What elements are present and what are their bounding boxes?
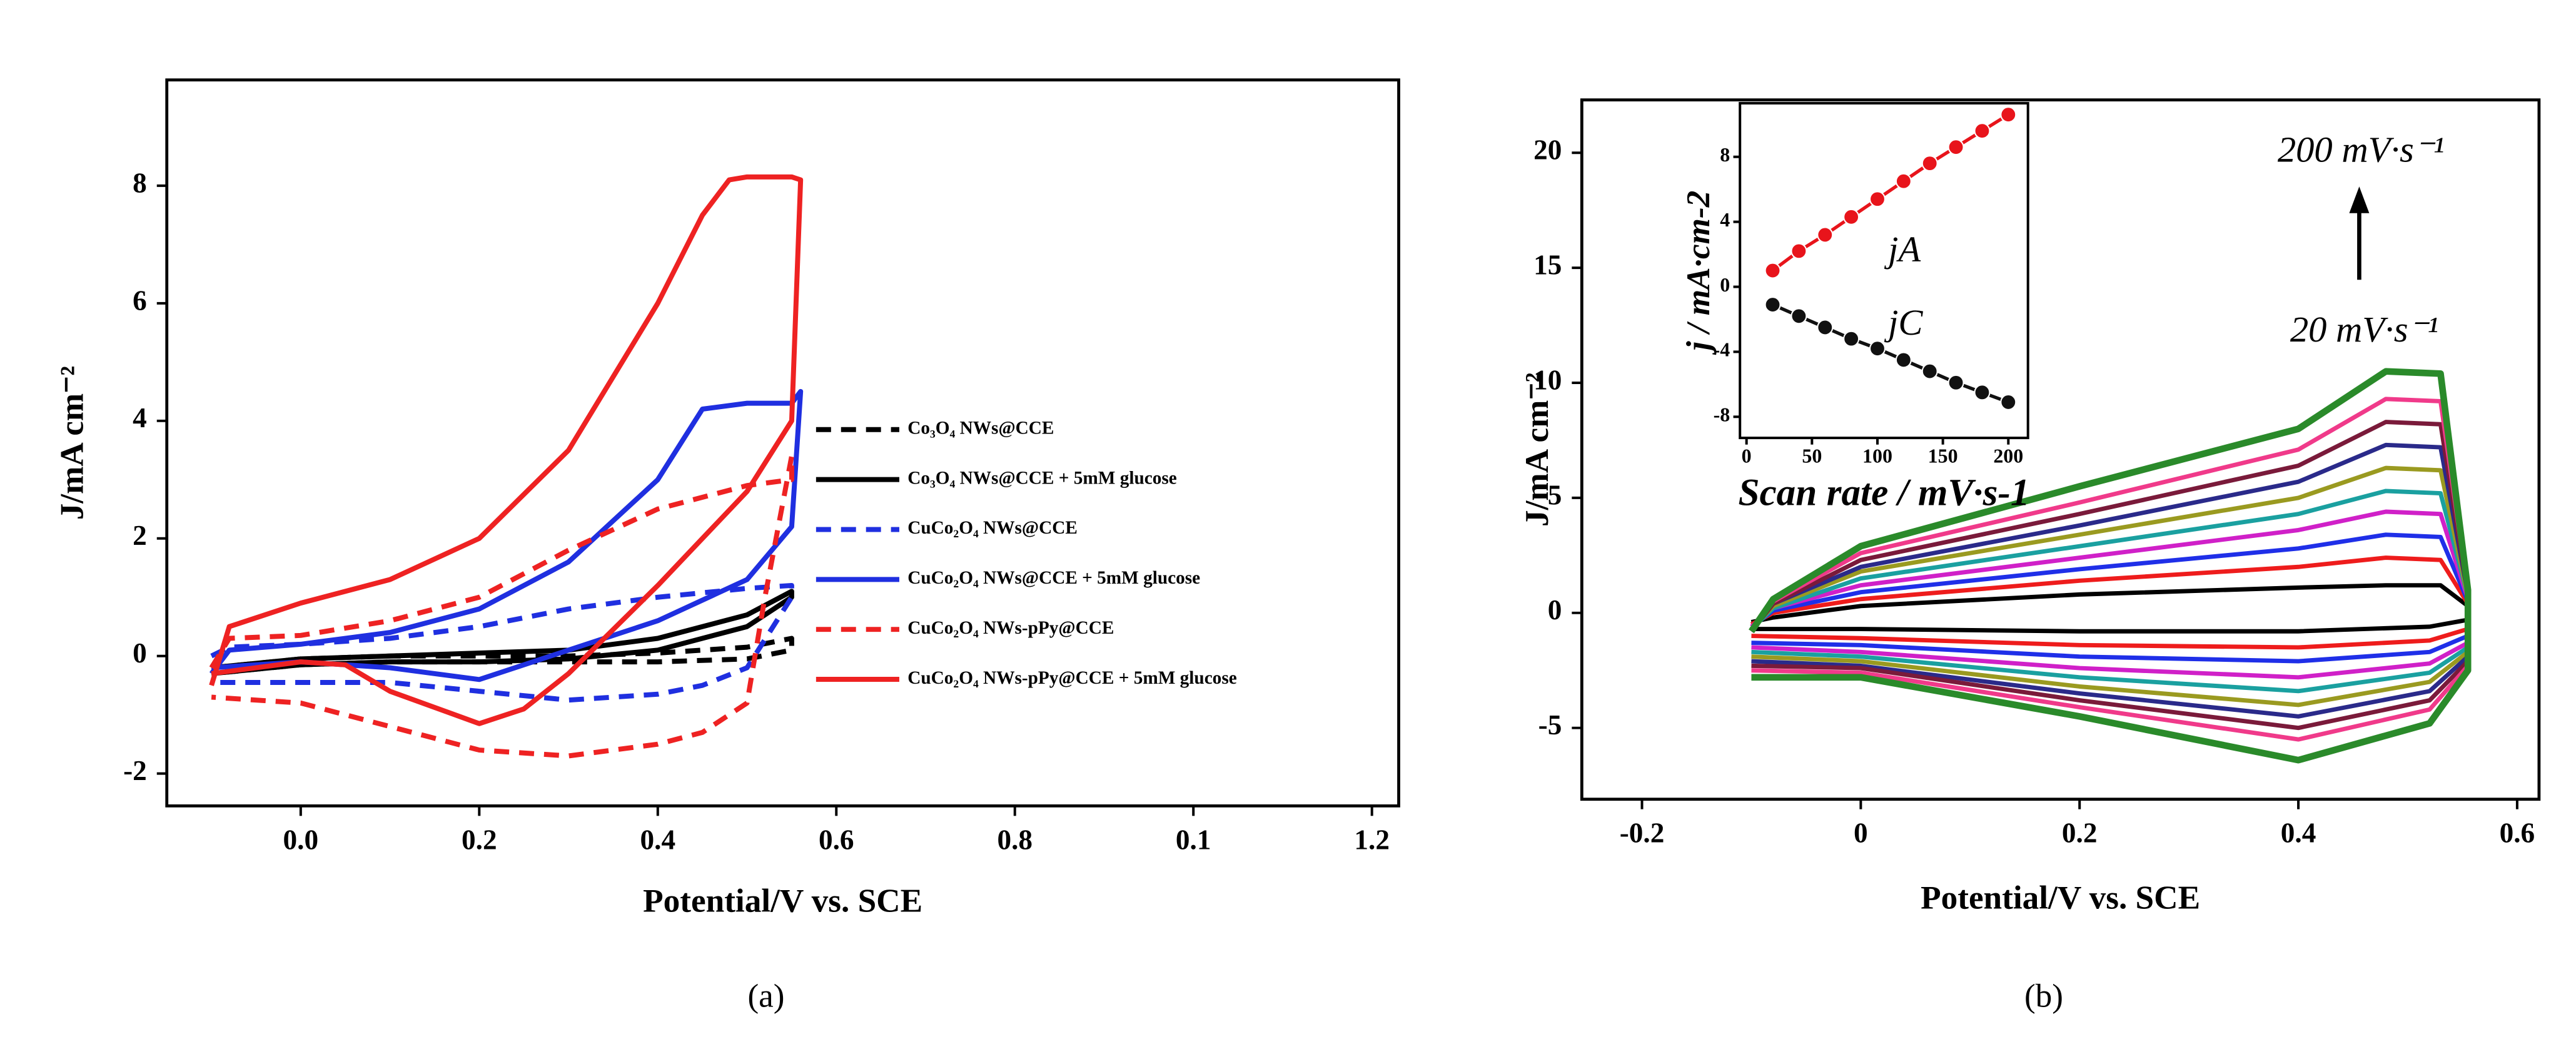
series-line xyxy=(1750,509,2470,680)
series-line xyxy=(1749,465,2470,707)
chart: 0 50 100 150 200 -8 -4 0 4 8 Scan rate / mV·s-1 j /… xyxy=(1680,102,2029,514)
x-tick-label: 0.6 xyxy=(819,824,854,855)
y-tick-label: 5 xyxy=(1548,479,1562,510)
x-tick-label: 200 xyxy=(1993,445,2023,467)
series-line xyxy=(1750,555,2470,650)
y-tick-label: 2 xyxy=(133,520,147,551)
series-line xyxy=(209,454,794,759)
x-tick-label: 0.8 xyxy=(997,824,1033,855)
legend-label: CuCo₂O₄ NWs@CCE + 5mM glucose xyxy=(907,568,1200,588)
x-tick-label: 0.0 xyxy=(283,824,319,855)
y-tick-label: 0 xyxy=(133,637,147,669)
x-tick-label: 0 xyxy=(1742,445,1752,467)
legend-label: CuCo₂O₄ NWs-pPy@CCE + 5mM glucose xyxy=(907,668,1236,688)
point xyxy=(2000,106,2017,123)
point xyxy=(1843,208,1860,225)
y-tick-label: 8 xyxy=(133,167,147,198)
y-tick-label: 4 xyxy=(1720,209,1730,231)
point xyxy=(1921,363,1938,380)
point xyxy=(1791,308,1807,325)
point xyxy=(1869,340,1886,357)
chart: -0.2 0 0.2 0.4 0.6 -5 0 5 10 15 20 Potential/V vs. … xyxy=(1518,98,2541,1014)
point xyxy=(1764,262,1781,279)
series-label: jA xyxy=(1884,229,1921,270)
point xyxy=(1947,139,1964,156)
series-line xyxy=(1749,368,2472,764)
y-tick-label: -2 xyxy=(123,755,147,786)
y-tick-label: -8 xyxy=(1714,404,1730,426)
legend-label: CuCo₂O₄ NWs@CCE xyxy=(907,518,1078,538)
y-tick-label: 15 xyxy=(1533,250,1562,281)
point xyxy=(2000,393,2017,410)
arrow-head xyxy=(2349,186,2370,213)
series-line xyxy=(1750,532,2470,664)
point xyxy=(1817,226,1834,243)
point xyxy=(1764,296,1781,313)
y-tick-label: 4 xyxy=(133,402,147,433)
y-tick-label: 8 xyxy=(1720,144,1730,166)
caption: (b) xyxy=(2024,977,2063,1014)
x-axis-label: Potential/V vs. SCE xyxy=(1921,879,2200,916)
x-tick-label: 50 xyxy=(1802,445,1822,467)
point xyxy=(1947,374,1964,391)
y-tick-label: -4 xyxy=(1714,339,1730,361)
series-line xyxy=(1772,303,2009,404)
legend-label: CuCo₂O₄ NWs-pPy@CCE xyxy=(907,618,1114,638)
point xyxy=(1895,173,1912,190)
y-tick-label: 6 xyxy=(133,285,147,316)
point xyxy=(1974,123,1991,139)
x-tick-label: 100 xyxy=(1862,445,1892,467)
x-tick-label: 0.1 xyxy=(1176,824,1211,855)
point xyxy=(1869,191,1886,208)
series-label: jC xyxy=(1884,302,1923,343)
chart: 0.0 0.2 0.4 0.6 0.8 0.1 1.2 -2 0 2 4 6 8 Potential/V … xyxy=(54,78,1400,1014)
x-tick-label: 0.4 xyxy=(640,824,676,855)
point xyxy=(1843,330,1860,347)
series-line xyxy=(211,589,794,676)
point xyxy=(1817,319,1834,336)
point xyxy=(1791,243,1807,260)
series-line xyxy=(1750,489,2470,694)
point xyxy=(1895,352,1912,368)
series-line xyxy=(1750,583,2470,634)
x-tick-label: 0.2 xyxy=(2062,818,2098,849)
series-line xyxy=(1771,113,2009,272)
x-axis-label: Potential/V vs. SCE xyxy=(643,883,922,920)
x-tick-label: 0 xyxy=(1854,818,1868,849)
plot-frame xyxy=(165,78,1400,808)
plot-frame xyxy=(1739,102,2029,440)
x-tick-label: 150 xyxy=(1928,445,1958,467)
x-tick-label: 0.6 xyxy=(2500,818,2535,849)
y-tick-label: 10 xyxy=(1533,364,1562,395)
legend-label: Co₃O₄ NWs@CCE xyxy=(907,418,1054,438)
plot-frame xyxy=(1580,98,2541,801)
x-tick-label: 1.2 xyxy=(1354,824,1390,855)
x-tick-label: -0.2 xyxy=(1620,818,1665,849)
y-axis-label: j / mA·cm-2 xyxy=(1680,191,1717,355)
point xyxy=(1974,384,1991,401)
caption: (a) xyxy=(747,977,784,1014)
point xyxy=(1921,155,1938,172)
annotation: 20 mV·s⁻¹ xyxy=(2290,309,2438,350)
y-tick-label: 0 xyxy=(1548,594,1562,626)
x-axis-label: Scan rate / mV·s-1 xyxy=(1738,471,2029,514)
y-axis-label: J/mA cm⁻² xyxy=(1518,372,1555,527)
y-axis-label: J/mA cm⁻² xyxy=(54,366,91,520)
x-tick-label: 0.4 xyxy=(2281,818,2316,849)
series-line xyxy=(209,174,804,726)
x-tick-label: 0.2 xyxy=(462,824,497,855)
y-tick-label: 0 xyxy=(1720,274,1730,296)
annotation: 200 mV·s⁻¹ xyxy=(2278,129,2444,170)
legend-label: Co₃O₄ NWs@CCE + 5mM glucose xyxy=(907,468,1177,488)
y-tick-label: 20 xyxy=(1533,134,1562,166)
y-tick-label: -5 xyxy=(1538,709,1562,741)
